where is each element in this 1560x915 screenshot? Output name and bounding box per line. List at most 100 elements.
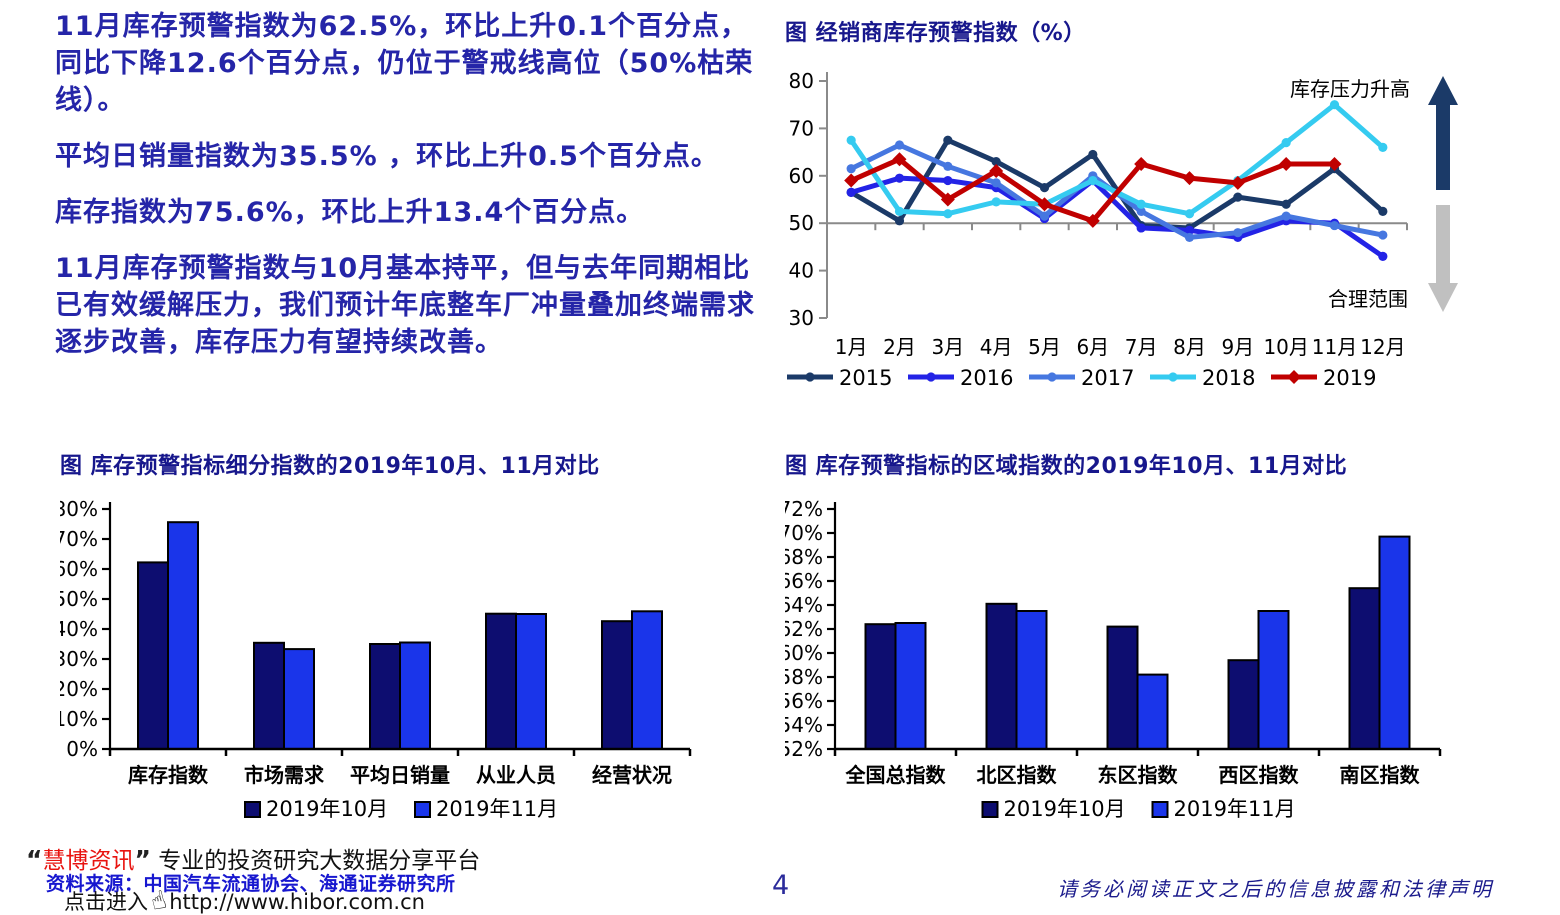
legend: 2019年10月 2019年11月: [244, 797, 558, 821]
svg-text:全国总指数: 全国总指数: [845, 763, 947, 787]
svg-text:7月: 7月: [1125, 335, 1158, 359]
svg-text:40: 40: [789, 259, 814, 283]
svg-text:70%: 70%: [785, 521, 823, 545]
svg-text:12月: 12月: [1360, 335, 1405, 359]
svg-text:10月: 10月: [1263, 335, 1308, 359]
svg-text:2019年11月: 2019年11月: [436, 797, 558, 821]
svg-text:市场需求: 市场需求: [244, 763, 325, 787]
svg-text:1月: 1月: [835, 335, 868, 359]
footer-link-line: 点击进入☝http://www.hibor.com.cn: [64, 885, 425, 915]
svg-text:4月: 4月: [980, 335, 1013, 359]
y-axis: [102, 502, 112, 751]
svg-text:60: 60: [789, 164, 814, 188]
svg-text:2019年11月: 2019年11月: [1174, 797, 1296, 821]
y-axis: [819, 72, 828, 319]
svg-text:80%: 80%: [60, 497, 98, 521]
svg-text:南区指数: 南区指数: [1340, 763, 1421, 787]
y-tick-labels: 52%54%56%58%60%62%64%66%68%70%72%: [779, 497, 823, 761]
x-axis: [108, 747, 692, 756]
y-tick-labels: 0% 10% 20% 30% 40% 50% 60% 70% 80%: [54, 497, 98, 761]
svg-text:2019年10月: 2019年10月: [1004, 797, 1126, 821]
svg-text:52%: 52%: [785, 737, 823, 761]
svg-text:30: 30: [789, 306, 814, 330]
bar2-chart-title: 图 库存预警指标的区域指数的2019年10月、11月对比: [785, 454, 1348, 479]
summary-paragraph-3: 库存指数为75.6%，环比上升13.4个百分点。: [55, 197, 645, 228]
svg-text:80: 80: [789, 69, 814, 93]
svg-text:70: 70: [789, 116, 814, 140]
svg-text:2019: 2019: [1323, 366, 1376, 390]
svg-text:30%: 30%: [60, 647, 98, 671]
svg-text:平均日销量: 平均日销量: [350, 763, 450, 787]
summary-paragraph-4: 11月库存预警指数与10月基本持平，但与去年同期相比已有效缓解压力，我们预计年底…: [55, 253, 755, 358]
line-chart-title: 图 经销商库存预警指数（%）: [785, 21, 1086, 46]
svg-text:58%: 58%: [785, 665, 823, 689]
svg-text:2016: 2016: [960, 366, 1013, 390]
x-axis: [833, 747, 1442, 756]
svg-text:50%: 50%: [60, 587, 98, 611]
legend: 2015 2016 2017 2018 2019: [787, 366, 1376, 390]
brand-name: 慧博资讯: [42, 848, 135, 874]
svg-text:0%: 0%: [66, 737, 98, 761]
svg-text:62%: 62%: [785, 617, 823, 641]
svg-text:60%: 60%: [785, 641, 823, 665]
region-index-bar-chart: 图 库存预警指标的区域指数的2019年10月、11月对比 52%54%56%58…: [779, 448, 1560, 843]
series-2019: [844, 152, 1342, 228]
svg-text:2月: 2月: [883, 335, 916, 359]
summary-paragraph-2: 平均日销量指数为35.5% ，环比上升0.5个百分点。: [55, 141, 719, 172]
bar1-chart-title: 图 库存预警指标细分指数的2019年10月、11月对比: [60, 454, 600, 479]
legend: 2019年10月 2019年11月: [981, 797, 1296, 821]
open-quote: “: [26, 845, 43, 874]
svg-text:72%: 72%: [785, 497, 823, 521]
svg-text:20%: 20%: [60, 677, 98, 701]
data-source-line: 资料来源：中国汽车流通协会、海通证券研究所: [46, 873, 456, 895]
svg-text:54%: 54%: [785, 713, 823, 737]
svg-text:6月: 6月: [1076, 335, 1109, 359]
svg-text:64%: 64%: [785, 593, 823, 617]
series-2019年11月: [167, 521, 663, 751]
x-tick-labels: 库存指数 市场需求 平均日销量 从业人员 经营状况: [128, 763, 672, 787]
close-quote: ”: [134, 845, 151, 874]
summary-text-block: 11月库存预警指数为62.5%，环比上升0.1个百分点，同比下降12.6个百分点…: [55, 8, 771, 380]
bar2-chart-canvas: 52%54%56%58%60%62%64%66%68%70%72% 全国总指数 北区…: [779, 494, 1560, 843]
svg-text:66%: 66%: [785, 569, 823, 593]
bar-chart-svg: 52%54%56%58%60%62%64%66%68%70%72% 全国总指数 北区…: [779, 497, 1442, 821]
svg-text:60%: 60%: [60, 557, 98, 581]
svg-text:东区指数: 东区指数: [1098, 763, 1179, 787]
svg-text:5月: 5月: [1028, 335, 1061, 359]
svg-text:56%: 56%: [785, 689, 823, 713]
site-url-link[interactable]: http://www.hibor.com.cn: [169, 890, 425, 914]
y-tick-labels: 30 40 50 60 70 80: [789, 69, 814, 330]
reasonable-range-label: 合理范围: [1328, 287, 1408, 311]
svg-text:2018: 2018: [1202, 366, 1255, 390]
pressure-up-label: 库存压力升高: [1290, 77, 1410, 101]
series-2019年10月: [137, 561, 633, 751]
svg-text:从业人员: 从业人员: [476, 763, 556, 787]
svg-text:西区指数: 西区指数: [1219, 763, 1300, 787]
svg-text:40%: 40%: [60, 617, 98, 641]
svg-text:10%: 10%: [60, 707, 98, 731]
line-chart-canvas: 30 40 50 60 70 80 1月 2月 3月 4月 5月 6月 7月 8月 9月 10月 11月 12月 库…: [785, 60, 1560, 404]
series-2019年11月: [894, 535, 1411, 751]
svg-text:9月: 9月: [1221, 335, 1254, 359]
svg-text:2019年10月: 2019年10月: [266, 797, 388, 821]
line-chart-svg: 30 40 50 60 70 80 1月 2月 3月 4月 5月 6月 7月 8月 9月 10月 11月 12月 库…: [787, 69, 1458, 390]
svg-text:库存指数: 库存指数: [128, 763, 209, 787]
dealer-index-line-chart: 图 经销商库存预警指数（%） 30 40 50 60 70 80 1月 2月 3月 4月 5月 6月 7…: [785, 15, 1560, 404]
svg-text:50: 50: [789, 211, 814, 235]
y-axis: [827, 502, 837, 751]
page-number: 4: [772, 870, 790, 901]
svg-text:2017: 2017: [1081, 366, 1134, 390]
legal-disclaimer: 请务必阅读正文之后的信息披露和法律声明: [1057, 877, 1494, 901]
footer-brand-line: “慧博资讯” 专业的投资研究大数据分享平台: [26, 841, 480, 875]
brand-tagline: 专业的投资研究大数据分享平台: [158, 848, 481, 874]
x-tick-labels: 全国总指数 北区指数 东区指数 西区指数 南区指数: [845, 763, 1421, 787]
up-arrow: [1428, 76, 1458, 190]
svg-text:北区指数: 北区指数: [977, 763, 1058, 787]
click-prompt[interactable]: 点击进入: [64, 890, 148, 914]
svg-text:68%: 68%: [785, 545, 823, 569]
svg-text:3月: 3月: [931, 335, 964, 359]
summary-paragraph-1: 11月库存预警指数为62.5%，环比上升0.1个百分点，同比下降12.6个百分点…: [55, 11, 754, 116]
svg-text:70%: 70%: [60, 527, 98, 551]
x-tick-labels: 1月 2月 3月 4月 5月 6月 7月 8月 9月 10月 11月 12月: [835, 335, 1406, 359]
